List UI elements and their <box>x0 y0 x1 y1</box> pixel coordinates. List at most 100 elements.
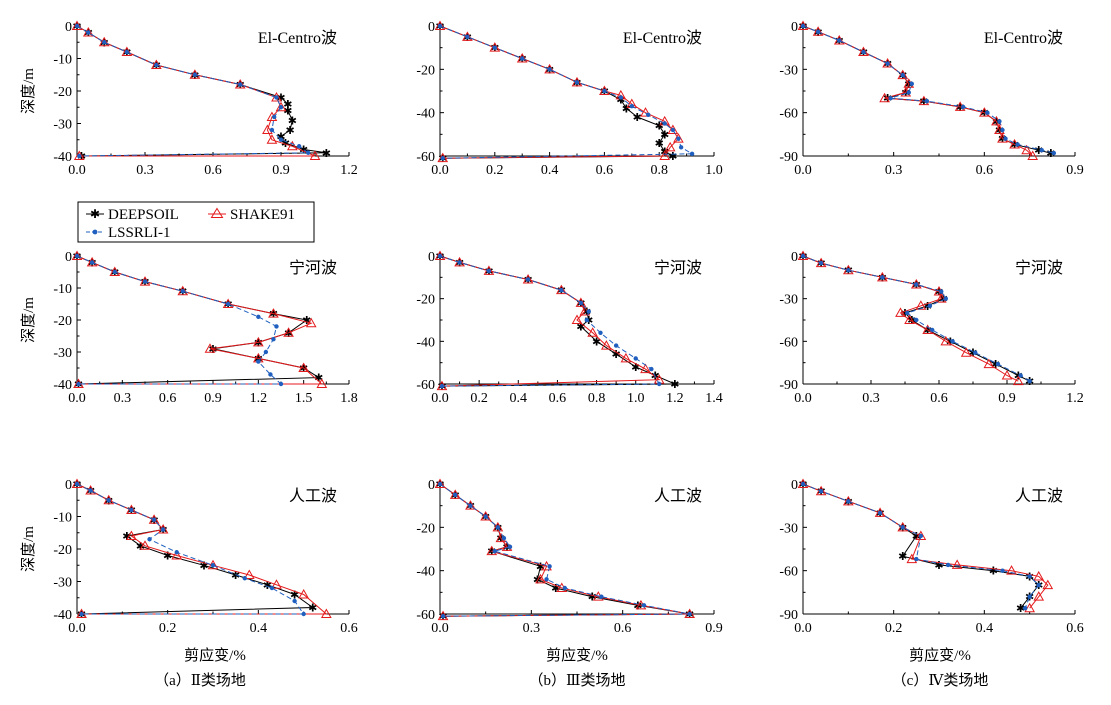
point-lssrli-1-a1 <box>296 144 302 149</box>
point-deepsoil-c3: ✱ <box>1016 603 1025 615</box>
x-tick-label-a1: 1.2 <box>340 163 358 178</box>
point-deepsoil-a3: ✱ <box>290 590 299 602</box>
point-deepsoil-c2: ✱ <box>900 308 909 320</box>
point-shake91-c3 <box>1033 570 1045 581</box>
point-lssrli-1-c1 <box>900 72 905 78</box>
point-lssrli-1-b3 <box>440 613 446 619</box>
point-deepsoil-a1: ✱ <box>283 106 292 118</box>
point-deepsoil-c3: ✱ <box>934 560 943 572</box>
point-deepsoil-b2: ✱ <box>612 349 621 361</box>
point-deepsoil-a1: ✱ <box>276 132 285 144</box>
point-deepsoil-b1: ✱ <box>655 121 664 133</box>
panel-title-c2: 宁河波 <box>1015 259 1063 277</box>
xlabel-col-a: 剪应变/% <box>184 646 246 664</box>
x-tick-label-a3: 0.2 <box>159 621 177 636</box>
legend-item-lssrli-1: LSSRLI-1 <box>86 225 171 241</box>
point-lssrli-1-a1 <box>278 137 284 142</box>
point-shake91-a3 <box>271 579 282 589</box>
y-tick-label-c2: 0 <box>791 250 798 265</box>
point-shake91-b1 <box>659 150 671 160</box>
y-tick-label-c2: -30 <box>779 293 798 308</box>
point-lssrli-1-b3 <box>437 481 443 487</box>
point-deepsoil-c2: ✱ <box>991 359 1000 371</box>
point-shake91-a2 <box>109 266 121 276</box>
y-tick-label-a2: -30 <box>53 346 72 361</box>
x-tick-label-b2: 0.4 <box>510 391 528 406</box>
point-lssrli-1-c3 <box>1000 568 1005 573</box>
x-tick-label-a1: 0.3 <box>136 163 154 178</box>
x-tick-label-b1: 0.2 <box>486 163 504 178</box>
point-lssrli-1-c1 <box>1015 142 1020 147</box>
y-tick-label-a1: -10 <box>53 53 72 68</box>
y-tick-label-a2: 0 <box>65 250 72 265</box>
point-lssrli-1-c2 <box>927 303 933 308</box>
point-lssrli-1-c2 <box>995 361 1001 367</box>
point-shake91-c3 <box>1033 591 1045 601</box>
legend-item-shake91: SHAKE91 <box>208 207 295 223</box>
x-tick-label-c3: 0.2 <box>885 621 903 636</box>
point-shake91-a2 <box>252 336 264 347</box>
point-shake91-a2 <box>298 362 310 372</box>
legend-marker-deepsoil: ✱ <box>90 207 100 221</box>
point-deepsoil-a3: ✱ <box>122 531 131 543</box>
y-tick-label-a2: -40 <box>53 378 72 393</box>
point-lssrli-1-a3 <box>106 498 111 503</box>
y-tick-label-b2: 0 <box>428 250 435 265</box>
point-lssrli-1-b3 <box>562 585 568 591</box>
point-deepsoil-a2: ✱ <box>314 373 323 385</box>
point-lssrli-1-a3 <box>129 507 134 513</box>
point-lssrli-1-b1 <box>574 80 580 85</box>
x-tick-label-b3: 0.0 <box>431 621 449 636</box>
point-lssrli-1-b1 <box>629 103 634 109</box>
y-tick-label-a1: -20 <box>53 85 72 100</box>
point-lssrli-1-b3 <box>547 564 552 569</box>
panel-title-c3: 人工波 <box>1015 487 1063 505</box>
point-shake91-b1 <box>516 52 528 63</box>
point-lssrli-1-b2 <box>578 300 584 306</box>
point-lssrli-1-a2 <box>225 301 231 307</box>
point-deepsoil-b3: ✱ <box>588 592 597 604</box>
point-shake91-c1 <box>797 20 809 30</box>
point-shake91-b2 <box>434 250 446 260</box>
point-deepsoil-c1: ✱ <box>1046 148 1055 160</box>
x-tick-label-c2: 1.2 <box>1066 391 1084 406</box>
ylabel-a2: 深度/m <box>20 297 37 343</box>
point-shake91-b1 <box>640 107 651 117</box>
point-lssrli-1-a2 <box>112 269 117 275</box>
point-shake91-a2 <box>177 285 189 296</box>
point-lssrli-1-c2 <box>800 253 806 259</box>
x-tick-label-a2: 1.5 <box>295 391 313 406</box>
x-tick-label-c2: 0.6 <box>930 391 948 406</box>
point-shake91-b3 <box>437 610 449 621</box>
point-deepsoil-a1: ✱ <box>288 115 297 127</box>
x-tick-label-b1: 0.6 <box>596 163 614 178</box>
panel-a2: 0.0 0.3 0.6 0.9 1.2 1.5 1.8 0 -10 -20 -30 -40 宁河波深度/… <box>20 250 358 406</box>
point-shake91-c2 <box>940 335 952 346</box>
point-shake91-c2 <box>960 347 972 357</box>
point-lssrli-1-b1 <box>689 151 695 157</box>
point-deepsoil-a1: ✱ <box>322 148 331 160</box>
point-shake91-a1 <box>266 134 278 144</box>
point-shake91-a1 <box>121 46 133 56</box>
point-shake91-a3 <box>171 549 183 560</box>
y-tick-label-a3: 0 <box>65 478 72 493</box>
legend-marker-lssrli-1 <box>92 229 98 235</box>
point-lssrli-1-a1 <box>154 62 159 68</box>
point-lssrli-1-a3 <box>88 488 93 493</box>
point-shake91-a3 <box>126 530 137 540</box>
point-lssrli-1-c1 <box>1051 150 1057 156</box>
point-deepsoil-b3: ✱ <box>487 546 496 558</box>
point-shake91-c2 <box>935 293 947 303</box>
point-lssrli-1-c1 <box>909 81 914 86</box>
point-shake91-c3 <box>915 530 927 540</box>
point-shake91-c3 <box>1024 602 1036 613</box>
point-shake91-b2 <box>640 363 651 374</box>
point-deepsoil-c3: ✱ <box>898 551 907 563</box>
point-deepsoil-c1: ✱ <box>998 134 1007 146</box>
point-deepsoil-c2: ✱ <box>923 325 932 337</box>
point-lssrli-1-b2 <box>633 356 638 361</box>
point-shake91-c2 <box>1001 369 1013 380</box>
